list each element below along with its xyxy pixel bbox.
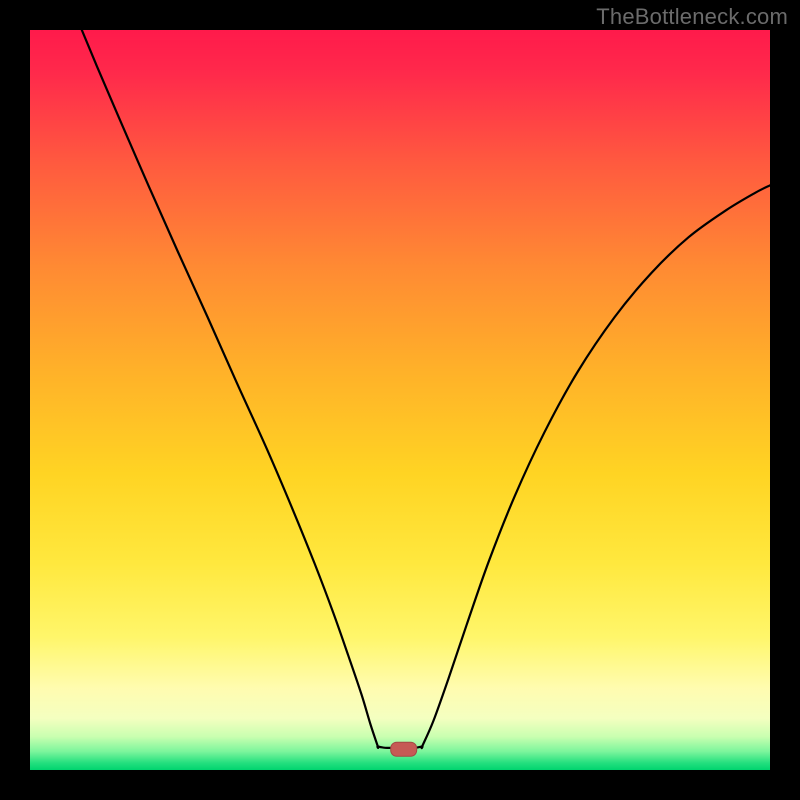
watermark-text: TheBottleneck.com [596,4,788,30]
plot-background [30,30,770,770]
chart-stage: TheBottleneck.com [0,0,800,800]
chart-svg [0,0,800,800]
optimum-marker [391,742,417,756]
